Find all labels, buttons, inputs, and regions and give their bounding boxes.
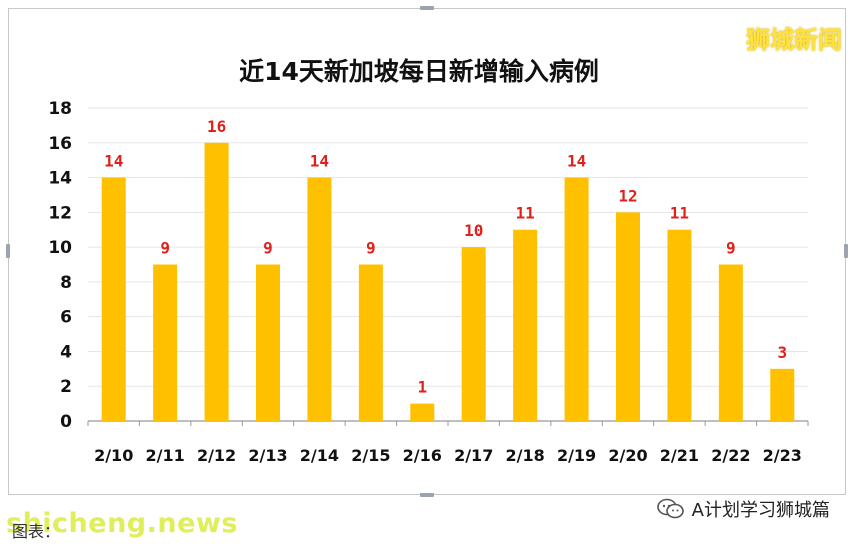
- bar: [667, 229, 692, 421]
- data-label: 12: [618, 186, 637, 205]
- bar: [513, 229, 538, 421]
- x-tick-label: 2/19: [557, 446, 596, 465]
- x-tick-label: 2/10: [94, 446, 133, 465]
- y-tick-label: 2: [60, 377, 72, 397]
- x-tick-label: 2/22: [711, 446, 750, 465]
- data-label: 9: [263, 239, 273, 258]
- brand-logo: 狮城新闻: [746, 26, 842, 54]
- bar: [616, 212, 640, 421]
- x-tick-label: 2/14: [300, 446, 339, 465]
- source-credit: 图表：: [12, 522, 61, 541]
- bar: [256, 264, 280, 421]
- y-tick-label: 8: [60, 273, 72, 293]
- x-tick-label: 2/18: [506, 446, 545, 465]
- bar-chart: 0 2 4 6 8 10 12 14 16 18 14 2/10 9 2/11 16 2/12 9 2/13 14 2…: [48, 99, 809, 465]
- bar: [410, 403, 435, 421]
- data-label: 1: [417, 378, 427, 397]
- wechat-account-name: A计划学习狮城篇: [691, 500, 830, 521]
- bar: [564, 177, 589, 421]
- wechat-icon: [656, 498, 686, 520]
- y-tick-label: 14: [48, 169, 72, 189]
- y-tick-label: 12: [48, 203, 72, 223]
- x-tick-label: 2/11: [146, 446, 185, 465]
- data-label: 11: [516, 204, 535, 223]
- data-label: 9: [726, 239, 736, 258]
- bar: [718, 264, 743, 421]
- data-label: 10: [464, 221, 483, 240]
- data-label: 11: [670, 204, 689, 223]
- y-tick-label: 4: [60, 342, 72, 362]
- x-tick-label: 2/20: [608, 446, 647, 465]
- bar: [358, 264, 383, 421]
- y-tick-label: 10: [48, 238, 72, 258]
- x-tick-label: 2/23: [763, 446, 802, 465]
- x-tick-label: 2/21: [660, 446, 699, 465]
- resize-handle-top[interactable]: [420, 6, 434, 10]
- x-tick-label: 2/12: [197, 446, 236, 465]
- data-label: 9: [366, 239, 376, 258]
- resize-handle-bottom[interactable]: [420, 493, 434, 497]
- resize-handle-left[interactable]: [6, 244, 10, 258]
- data-label: 14: [310, 152, 329, 171]
- bar: [153, 264, 178, 421]
- bar: [307, 177, 332, 421]
- wechat-account: A计划学习狮城篇: [656, 496, 830, 522]
- x-tick-label: 2/16: [403, 446, 442, 465]
- x-tick-label: 2/13: [248, 446, 287, 465]
- resize-handle-right[interactable]: [844, 244, 848, 258]
- x-tick-label: 2/15: [351, 446, 390, 465]
- chart-title: 近14天新加坡每日新增输入病例: [239, 57, 599, 86]
- data-label: 3: [777, 343, 787, 362]
- bar: [461, 247, 486, 421]
- y-tick-label: 16: [48, 134, 72, 154]
- y-tick-label: 0: [60, 412, 72, 432]
- y-tick-label: 18: [48, 99, 72, 119]
- y-tick-label: 6: [60, 308, 72, 328]
- bar: [101, 177, 126, 421]
- site-watermark: shicheng.news: [6, 508, 238, 539]
- x-tick-label: 2/17: [454, 446, 493, 465]
- data-label: 14: [104, 152, 123, 171]
- data-label: 16: [207, 117, 226, 136]
- bar: [204, 142, 229, 421]
- data-label: 14: [567, 152, 586, 171]
- data-label: 9: [160, 239, 170, 258]
- bar: [770, 368, 795, 421]
